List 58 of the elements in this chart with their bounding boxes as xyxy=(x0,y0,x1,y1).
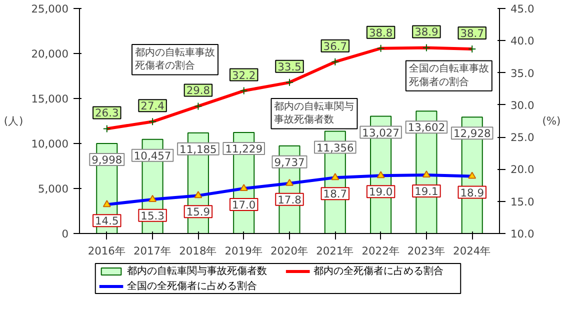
x-tick-label: 2017年 xyxy=(133,244,172,258)
data-label: 19.1 xyxy=(414,185,438,198)
data-label: 19.0 xyxy=(368,186,393,199)
data-label: 32.2 xyxy=(232,68,256,82)
annotation: 都内の自転車事故死傷者の割合 xyxy=(135,46,215,72)
data-label: 33.5 xyxy=(278,60,302,74)
y-tick-label: 10,000 xyxy=(31,138,69,150)
x-tick-label: 2022年 xyxy=(362,244,400,258)
y2-tick-label: 20.0 xyxy=(510,163,534,176)
data-label: 10,457 xyxy=(134,149,172,162)
data-label: 29.8 xyxy=(186,84,210,98)
annotation: 都内の自転車関与事故死傷者数 xyxy=(274,100,354,126)
legend-label: 都内の全死傷者に占める割合 xyxy=(314,265,444,277)
x-tick-label: 2023年 xyxy=(407,244,446,258)
data-label: 26.3 xyxy=(95,106,119,120)
y-axis-title: (人) xyxy=(4,114,24,128)
data-label: 11,229 xyxy=(225,142,263,156)
legend-label: 都内の自転車関与事故死傷者数 xyxy=(127,265,268,277)
y-tick-label: 15,000 xyxy=(31,92,69,106)
data-label: 38.7 xyxy=(460,27,484,40)
data-label: 17.0 xyxy=(232,198,256,212)
data-label: 13,602 xyxy=(408,121,446,134)
data-label: 17.8 xyxy=(278,193,302,206)
data-label: 38.8 xyxy=(368,26,393,40)
y2-tick-label: 35.0 xyxy=(510,66,534,80)
y-tick-label: 0 xyxy=(62,228,69,240)
y-tick-label: 5,000 xyxy=(38,182,69,196)
y2-tick-label: 30.0 xyxy=(510,98,534,112)
x-tick-label: 2024年 xyxy=(453,244,492,258)
data-label: 9,998 xyxy=(92,154,122,167)
annotation: 全国の自転車事故死傷者の割合 xyxy=(408,62,489,88)
data-label: 18.7 xyxy=(323,188,348,201)
y-tick-label: 25,000 xyxy=(31,2,69,16)
x-tick-label: 2021年 xyxy=(316,244,354,258)
data-label: 15.3 xyxy=(140,209,164,222)
data-label: 15.9 xyxy=(186,206,210,219)
data-label: 12,928 xyxy=(453,127,491,140)
x-tick-label: 2020年 xyxy=(270,244,309,258)
x-tick-label: 2016年 xyxy=(88,244,126,258)
x-tick-label: 2018年 xyxy=(179,244,218,258)
x-tick-label: 2019年 xyxy=(224,244,263,258)
data-label: 9,737 xyxy=(274,156,305,169)
y2-tick-label: 25.0 xyxy=(510,131,534,144)
data-label: 11,356 xyxy=(316,141,354,154)
data-label: 14.5 xyxy=(95,214,119,228)
data-label: 36.7 xyxy=(323,40,348,53)
y-tick-label: 20,000 xyxy=(31,48,69,60)
data-label: 13,027 xyxy=(362,126,400,140)
y2-tick-label: 15.0 xyxy=(510,195,534,208)
y2-tick-label: 45.0 xyxy=(510,2,534,16)
y2-tick-label: 10.0 xyxy=(510,228,534,240)
legend-label: 全国の全死傷者に占める割合 xyxy=(127,280,258,292)
y2-tick-label: 40.0 xyxy=(510,34,534,48)
data-label: 11,185 xyxy=(180,142,217,156)
y2-axis-title: (%) xyxy=(542,114,561,128)
data-label: 38.9 xyxy=(414,26,439,39)
data-label: 27.4 xyxy=(140,100,165,113)
data-label: 18.9 xyxy=(460,186,484,200)
